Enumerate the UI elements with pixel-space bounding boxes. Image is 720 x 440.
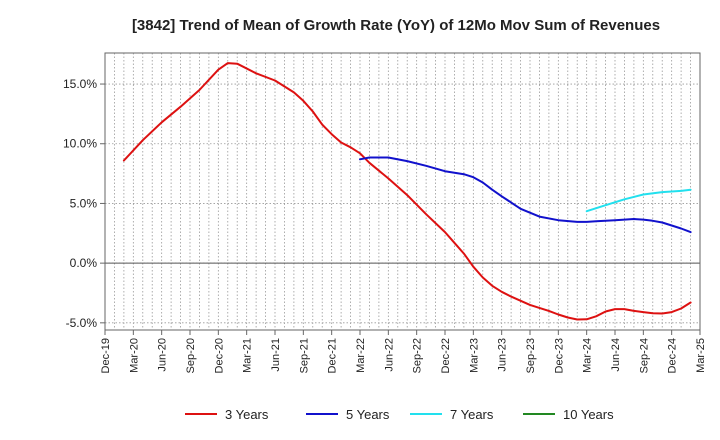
- series-line-2: [359, 156, 692, 234]
- x-tick-label: Jun-22: [383, 338, 395, 372]
- plot-border: [104, 52, 701, 331]
- chart-title: [3842] Trend of Mean of Growth Rate (YoY…: [132, 17, 660, 34]
- x-tick-label: Dec-24: [667, 338, 679, 373]
- x-tick-label: Mar-21: [242, 338, 254, 373]
- legend: 3 Years 5 Years 7 Years 10 Years: [185, 407, 614, 422]
- x-tick-label: Mar-22: [355, 338, 367, 373]
- legend-label-4: 10 Years: [563, 407, 614, 422]
- x-tick-label: Sep-22: [412, 338, 424, 373]
- x-tick-label: Mar-20: [128, 338, 140, 373]
- x-tick-label: Sep-20: [185, 338, 197, 373]
- y-tick-label: -5.0%: [66, 316, 98, 330]
- x-tick-label: Dec-19: [100, 338, 112, 373]
- legend-label-1: 3 Years: [225, 407, 269, 422]
- x-tick-label: Jun-20: [157, 338, 169, 372]
- x-axis: Dec-19 Mar-20 Jun-20 Sep-20 Dec-20 Mar-21 Jun-…: [100, 330, 707, 373]
- y-tick-label: 10.0%: [63, 137, 97, 151]
- x-tick-label: Mar-25: [695, 338, 707, 373]
- x-tick-label: Dec-23: [553, 338, 565, 373]
- x-tick-label: Jun-21: [270, 338, 282, 372]
- x-tick-label: Mar-23: [468, 338, 480, 373]
- series-line-1: [122, 62, 692, 321]
- y-tick-label: 5.0%: [70, 196, 98, 210]
- y-axis: 15.0% 10.0% 5.0% 0.0% -5.0%: [63, 77, 105, 330]
- x-tick-label: Sep-24: [638, 338, 650, 373]
- x-tick-label: Sep-23: [525, 338, 537, 373]
- plot-frame: [104, 52, 701, 331]
- series-line-3: [585, 188, 692, 213]
- x-tick-label: Jun-24: [610, 338, 622, 372]
- y-tick-label: 15.0%: [63, 77, 97, 91]
- legend-label-3: 7 Years: [450, 407, 494, 422]
- x-tick-label: Dec-21: [327, 338, 339, 373]
- y-tick-label: 0.0%: [70, 256, 98, 270]
- x-tick-label: Dec-22: [440, 338, 452, 373]
- x-tick-label: Dec-20: [213, 338, 225, 373]
- x-tick-label: Mar-24: [582, 338, 594, 373]
- x-tick-label: Jun-23: [497, 338, 509, 372]
- legend-label-2: 5 Years: [346, 407, 390, 422]
- series-layer: [122, 62, 692, 321]
- x-tick-label: Sep-21: [298, 338, 310, 373]
